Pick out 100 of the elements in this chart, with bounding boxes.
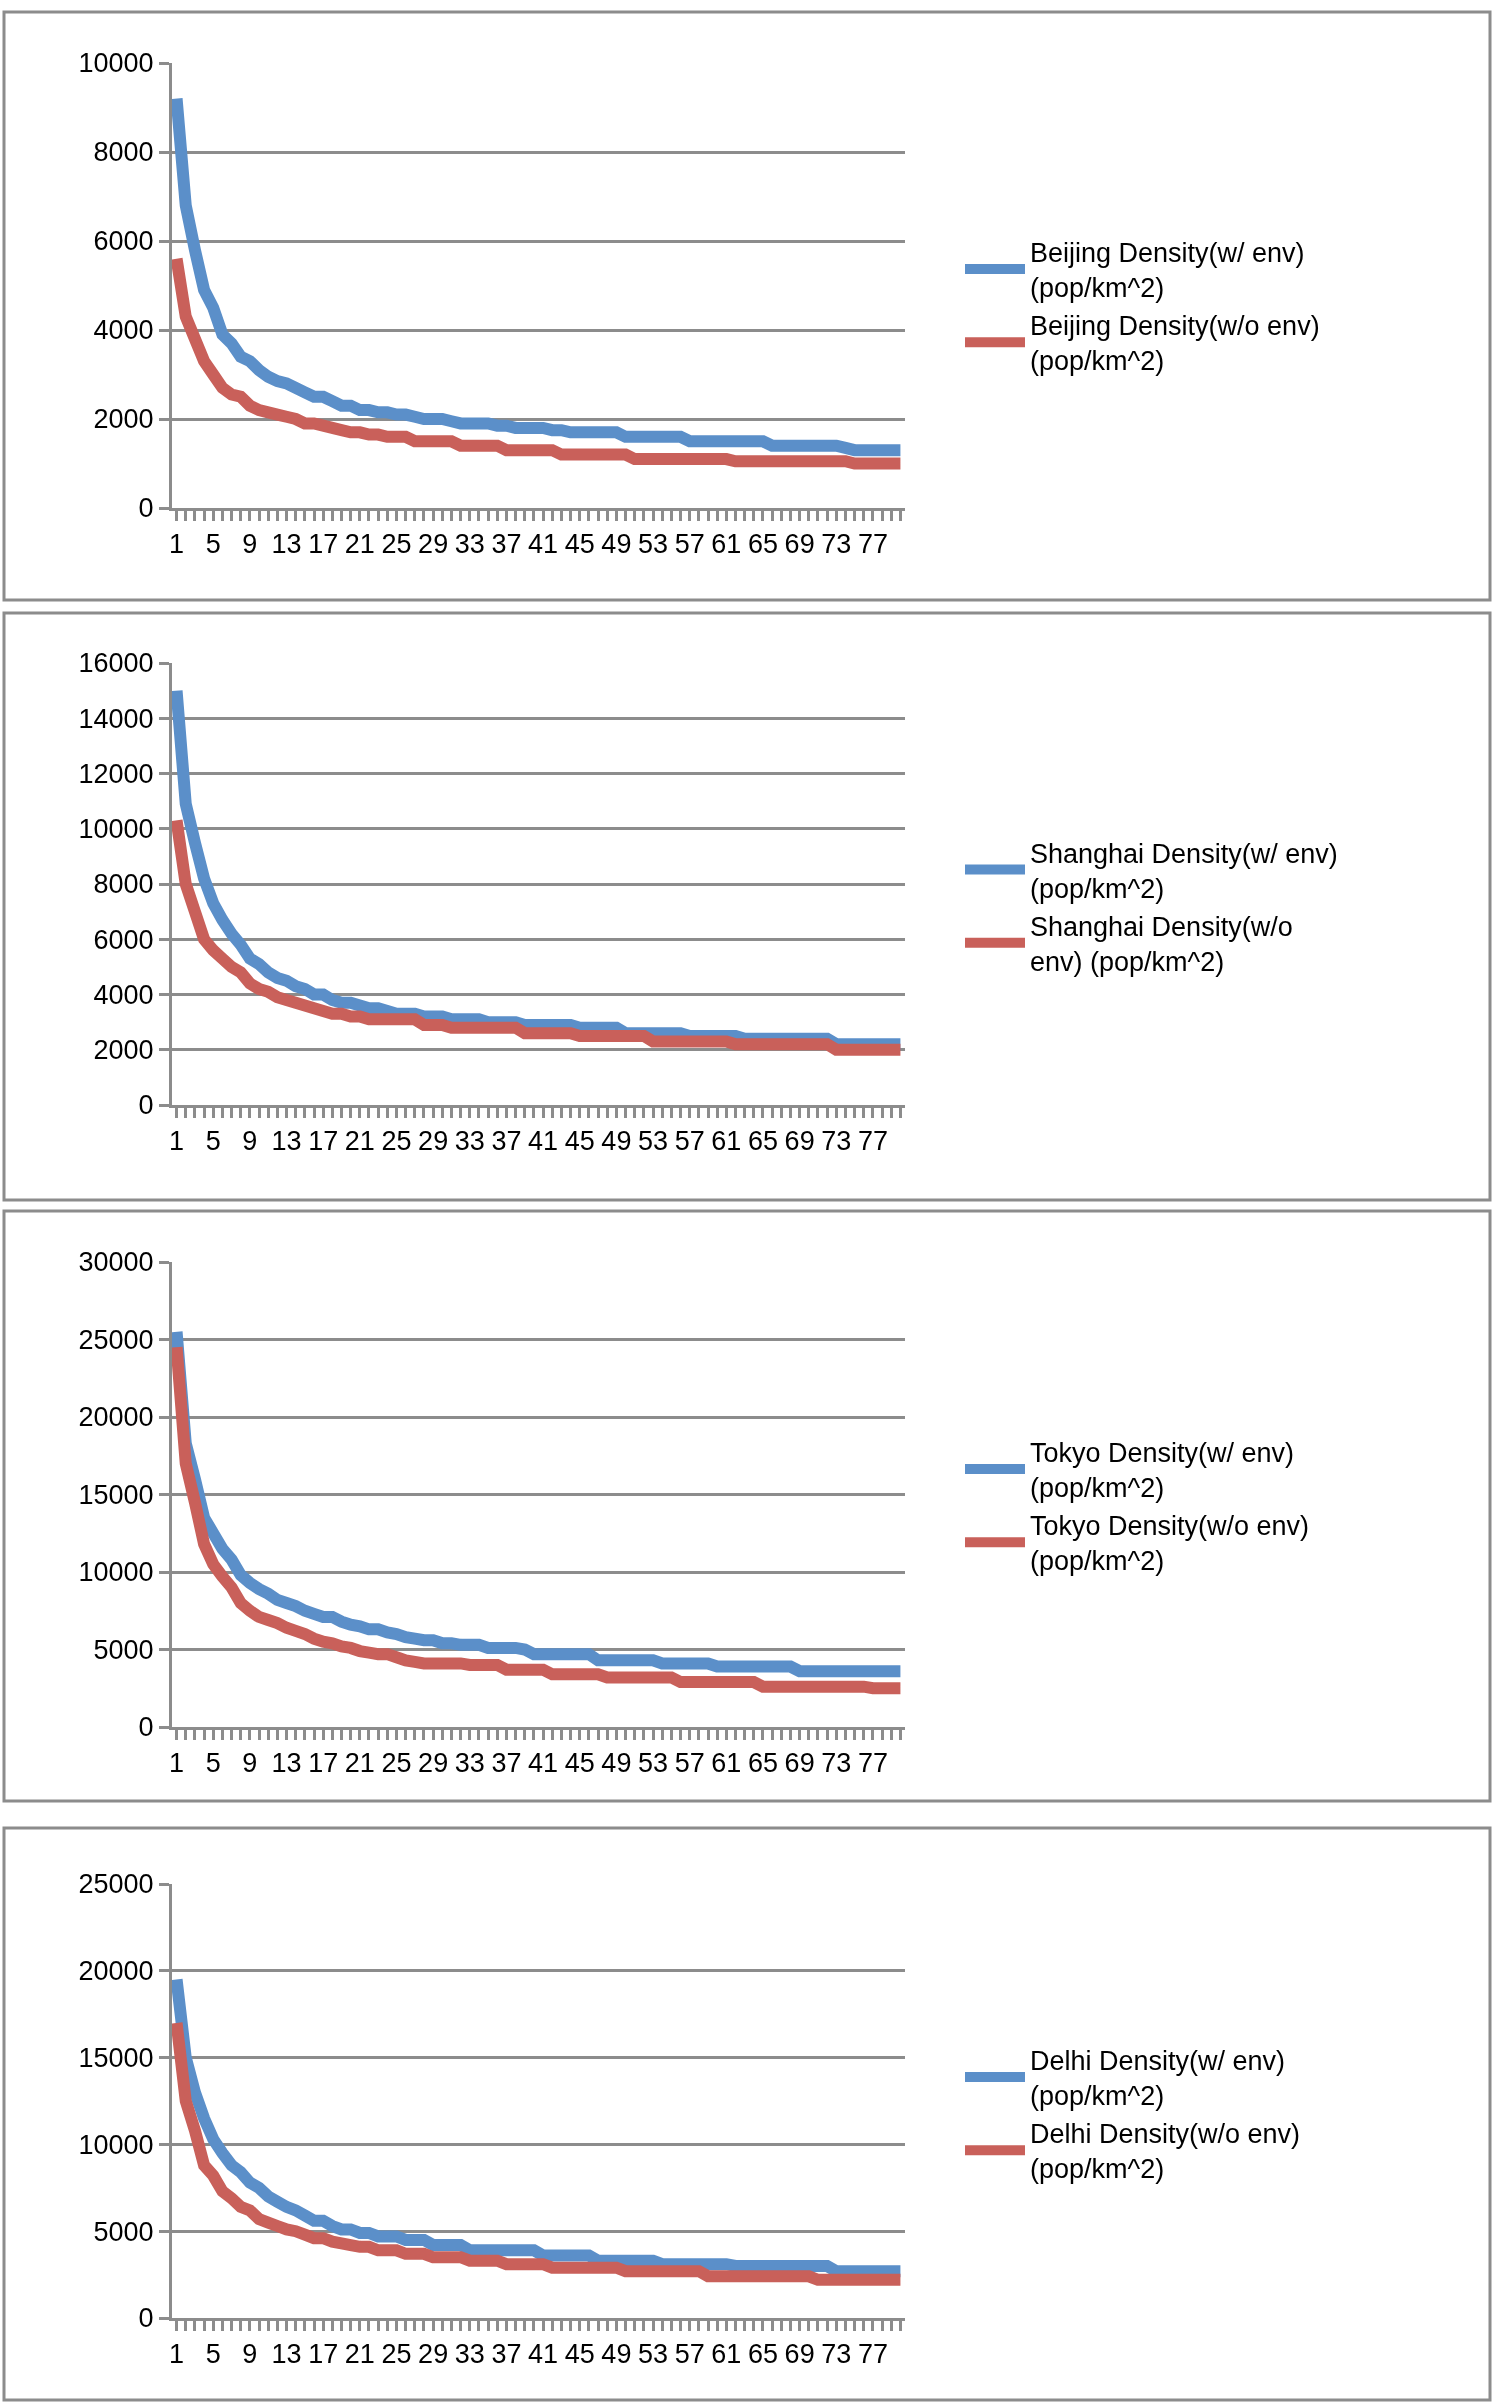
x-tick-label: 61 <box>711 1748 742 1779</box>
x-tick-label: 53 <box>638 2339 669 2370</box>
x-tick-label: 69 <box>784 529 815 560</box>
x-tick-label: 61 <box>711 529 742 560</box>
x-tick-label: 41 <box>528 529 559 560</box>
x-tick-label: 65 <box>747 2339 778 2370</box>
y-tick-label: 25000 <box>78 1869 154 1900</box>
y-tick-label: 2000 <box>93 1035 154 1066</box>
x-tick-label: 29 <box>418 1748 449 1779</box>
x-tick-label: 9 <box>242 529 258 560</box>
x-tick-label: 29 <box>418 2339 449 2370</box>
legend-label: Delhi Density(w/ env) (pop/km^2) <box>1030 2046 1286 2112</box>
x-tick-label: 57 <box>674 1748 705 1779</box>
x-tick-label: 49 <box>601 1126 632 1157</box>
y-tick-label: 12000 <box>78 758 154 789</box>
x-tick-label: 49 <box>601 529 632 560</box>
legend-label: Beijing Density(w/ env) (pop/km^2) <box>1030 238 1305 304</box>
x-tick-label: 33 <box>454 1748 485 1779</box>
x-tick-label: 41 <box>528 1748 559 1779</box>
x-tick-label: 21 <box>344 529 375 560</box>
x-tick-label: 57 <box>674 529 705 560</box>
x-tick-label: 13 <box>271 1748 302 1779</box>
x-tick-label: 1 <box>169 2339 185 2370</box>
y-tick-label: 15000 <box>78 1479 154 1510</box>
x-tick-label: 37 <box>491 2339 522 2370</box>
y-tick-label: 0 <box>138 2303 154 2334</box>
x-tick-label: 33 <box>454 529 485 560</box>
x-tick-label: 73 <box>821 529 852 560</box>
x-tick-label: 61 <box>711 1126 742 1157</box>
x-tick-label: 1 <box>169 1126 185 1157</box>
y-tick-label: 10000 <box>78 48 154 79</box>
x-tick-label: 5 <box>205 529 221 560</box>
x-tick-label: 65 <box>747 1748 778 1779</box>
y-tick-label: 16000 <box>78 648 154 679</box>
x-tick-label: 1 <box>169 529 185 560</box>
y-tick-label: 10000 <box>78 814 154 845</box>
y-tick-label: 2000 <box>93 404 154 435</box>
y-tick-label: 0 <box>138 1090 154 1121</box>
y-tick-label: 8000 <box>93 137 154 168</box>
x-tick-label: 45 <box>564 1748 595 1779</box>
x-tick-label: 9 <box>242 1126 258 1157</box>
x-tick-label: 13 <box>271 529 302 560</box>
x-tick-label: 57 <box>674 1126 705 1157</box>
x-tick-label: 77 <box>857 1748 888 1779</box>
y-tick-label: 30000 <box>78 1247 154 1278</box>
y-tick-label: 10000 <box>78 2129 154 2160</box>
legend-label: Beijing Density(w/o env) (pop/km^2) <box>1030 311 1320 377</box>
x-tick-label: 29 <box>418 1126 449 1157</box>
x-tick-label: 13 <box>271 2339 302 2370</box>
y-tick-label: 6000 <box>93 924 154 955</box>
x-tick-label: 21 <box>344 1126 375 1157</box>
x-tick-label: 29 <box>418 529 449 560</box>
y-tick-label: 25000 <box>78 1324 154 1355</box>
x-tick-label: 25 <box>381 1748 412 1779</box>
x-tick-label: 73 <box>821 1126 852 1157</box>
x-tick-label: 17 <box>308 2339 339 2370</box>
y-tick-label: 5000 <box>93 2216 154 2247</box>
x-tick-label: 69 <box>784 1126 815 1157</box>
x-tick-label: 9 <box>242 1748 258 1779</box>
x-tick-label: 53 <box>638 1126 669 1157</box>
x-tick-label: 17 <box>308 1748 339 1779</box>
y-tick-label: 14000 <box>78 703 154 734</box>
x-tick-label: 5 <box>205 2339 221 2370</box>
x-tick-label: 13 <box>271 1126 302 1157</box>
x-tick-label: 37 <box>491 529 522 560</box>
y-tick-label: 10000 <box>78 1557 154 1588</box>
legend-label: Tokyo Density(w/o env) (pop/km^2) <box>1030 1511 1310 1577</box>
x-tick-label: 45 <box>564 2339 595 2370</box>
y-tick-label: 4000 <box>93 979 154 1010</box>
x-tick-label: 49 <box>601 2339 632 2370</box>
x-tick-label: 33 <box>454 1126 485 1157</box>
x-tick-label: 77 <box>857 529 888 560</box>
x-tick-label: 25 <box>381 2339 412 2370</box>
x-tick-label: 37 <box>491 1748 522 1779</box>
x-tick-label: 5 <box>205 1126 221 1157</box>
x-tick-label: 17 <box>308 529 339 560</box>
legend-label: Shanghai Density(w/ env) (pop/km^2) <box>1030 838 1338 904</box>
y-tick-label: 20000 <box>78 1956 154 1987</box>
x-tick-label: 25 <box>381 1126 412 1157</box>
x-tick-label: 5 <box>205 1748 221 1779</box>
y-tick-label: 20000 <box>78 1402 154 1433</box>
y-tick-label: 4000 <box>93 315 154 346</box>
x-tick-label: 33 <box>454 2339 485 2370</box>
x-tick-label: 77 <box>857 2339 888 2370</box>
x-tick-label: 65 <box>747 529 778 560</box>
x-tick-label: 37 <box>491 1126 522 1157</box>
y-tick-label: 6000 <box>93 226 154 257</box>
x-tick-label: 57 <box>674 2339 705 2370</box>
y-tick-label: 0 <box>138 1712 154 1743</box>
y-tick-label: 8000 <box>93 869 154 900</box>
x-tick-label: 45 <box>564 529 595 560</box>
x-tick-label: 69 <box>784 1748 815 1779</box>
x-tick-label: 21 <box>344 1748 375 1779</box>
x-tick-label: 25 <box>381 529 412 560</box>
y-tick-label: 5000 <box>93 1634 154 1665</box>
x-tick-label: 45 <box>564 1126 595 1157</box>
x-tick-label: 1 <box>169 1748 185 1779</box>
y-tick-label: 15000 <box>78 2043 154 2074</box>
x-tick-label: 77 <box>857 1126 888 1157</box>
x-tick-label: 41 <box>528 2339 559 2370</box>
